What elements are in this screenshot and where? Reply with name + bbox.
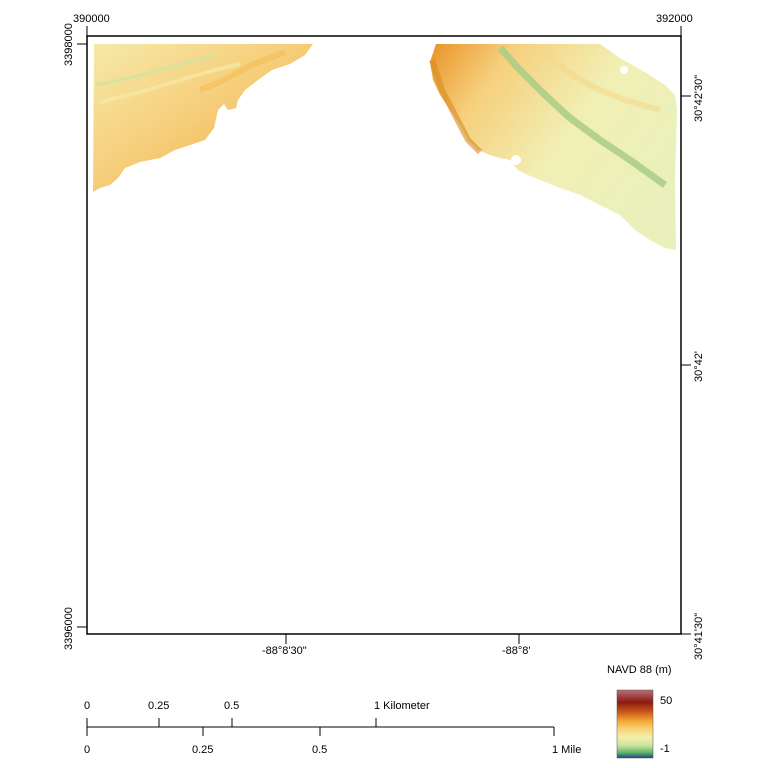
- lon-label-1: -88°8'30": [262, 645, 307, 657]
- grid-x-label-right: 392000: [656, 13, 693, 25]
- lat-label-1: 30°42'30": [693, 75, 705, 122]
- scale-mile-05: 0.5: [312, 744, 327, 756]
- legend-max-label: 50: [660, 695, 672, 707]
- elevation-raster: [93, 44, 677, 250]
- scale-mile-0: 0: [84, 744, 90, 756]
- legend-min-label: -1: [660, 743, 670, 755]
- scale-km-0: 0: [84, 700, 90, 712]
- lon-label-2: -88°8': [502, 645, 531, 657]
- lat-label-2: 30°42': [693, 351, 705, 382]
- scale-mile-1: 1 Mile: [552, 744, 581, 756]
- scale-bar: [86, 718, 555, 736]
- legend-color-ramp: [616, 689, 654, 759]
- scale-mile-025: 0.25: [192, 744, 213, 756]
- lat-label-3: 30°41'30": [693, 613, 705, 660]
- grid-x-label-left: 390000: [73, 13, 110, 25]
- elevation-patch-northwest: [93, 44, 313, 192]
- scale-km-05: 0.5: [224, 700, 239, 712]
- scale-km-1: 1 Kilometer: [374, 700, 430, 712]
- grid-y-label-top: 3398000: [63, 23, 75, 66]
- legend-title: NAVD 88 (m): [607, 664, 672, 676]
- grid-y-label-bottom: 3396000: [63, 607, 75, 650]
- frame-ticks: [77, 26, 691, 644]
- scale-km-025: 0.25: [148, 700, 169, 712]
